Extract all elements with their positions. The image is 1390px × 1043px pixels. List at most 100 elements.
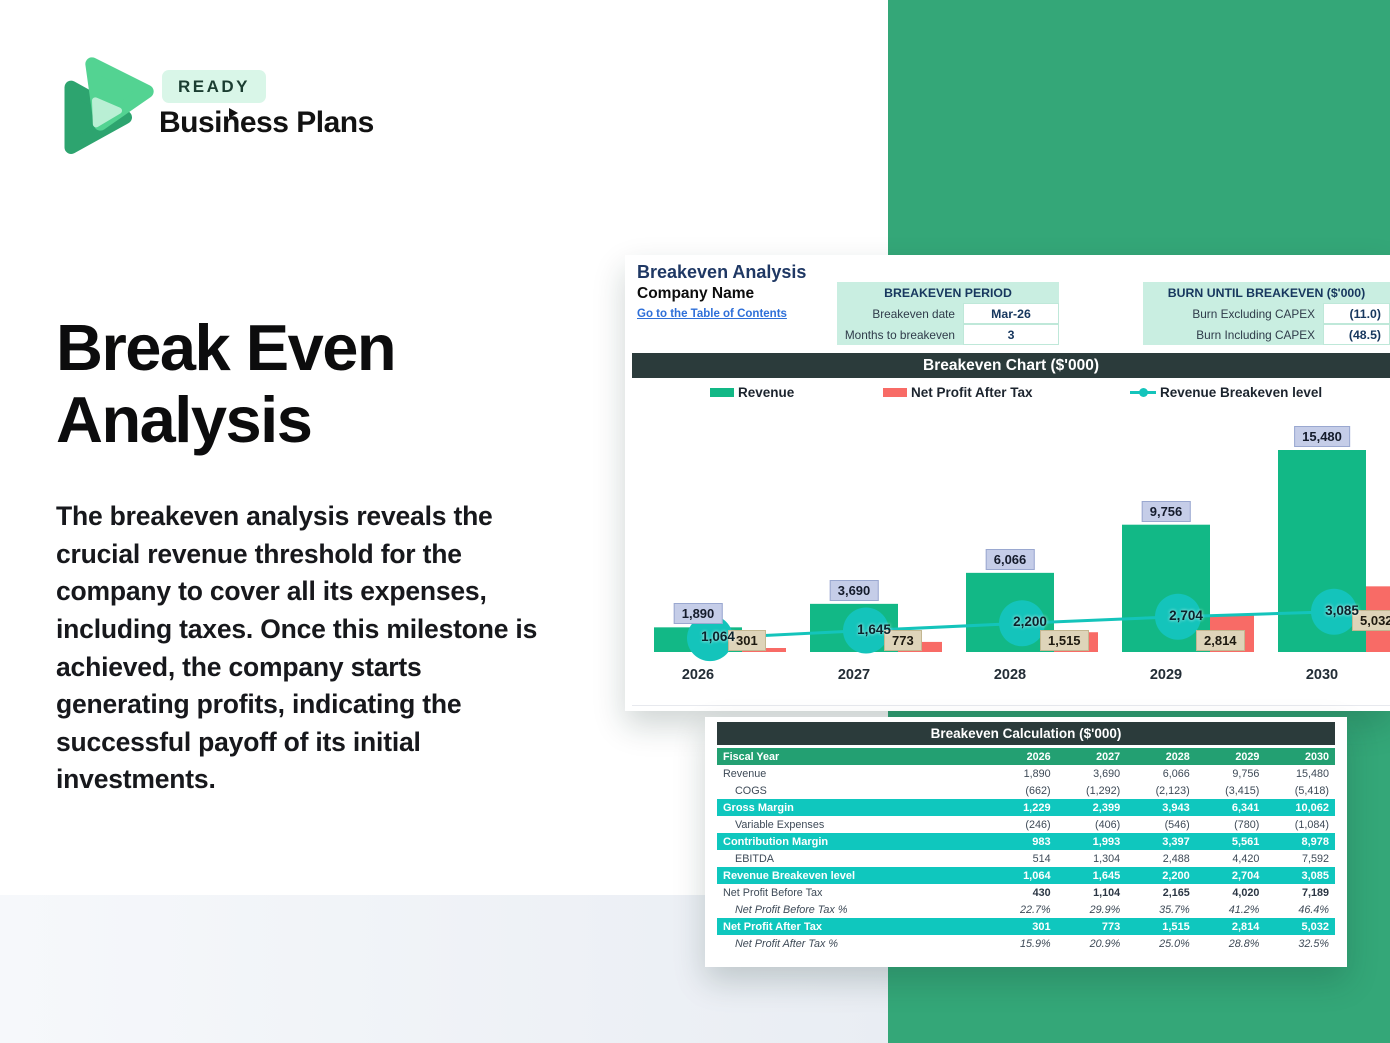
x-axis-year-label: 2029 [1149, 667, 1183, 683]
row-value: 773 [1056, 918, 1127, 935]
row-value: 2,399 [1056, 799, 1127, 816]
row-value: 20.9% [1089, 937, 1121, 950]
table-row: Variable Expenses (246) (406) (546) (780) (1,… [717, 816, 1335, 833]
x-axis-year-label: 2030 [1305, 667, 1339, 683]
revenue-value-label: 15,480 [1294, 426, 1350, 447]
revenue-bar [1122, 524, 1210, 652]
revenue-value-label: 9,756 [1141, 500, 1191, 522]
chart-bottom-divider [632, 705, 1390, 706]
breakeven-marker [999, 600, 1045, 647]
row-value: (3,415) [1225, 784, 1260, 797]
net-profit-value-label: 301 [728, 630, 766, 651]
net-profit-bar [866, 641, 942, 652]
table-row: Net Profit Before Tax 430 1,104 2,165 4,020 7… [717, 884, 1335, 901]
row-value: (780) [1234, 818, 1260, 831]
breakeven-date-value: Mar-26 [963, 303, 1059, 324]
row-label: Net Profit Before Tax [723, 886, 823, 899]
row-label: Net Profit After Tax [717, 918, 987, 935]
breakeven-period-table: BREAKEVEN PERIOD Breakeven date Mar-26 M… [837, 282, 1059, 345]
net-profit-bar [710, 648, 786, 652]
row-value: 2,704 [1195, 867, 1266, 884]
row-value: 1,104 [1093, 886, 1121, 899]
sheet-title: Breakeven Analysis [637, 262, 807, 282]
breakeven-line-marker-icon [1130, 387, 1156, 397]
legend-item-revenue: Revenue [710, 383, 794, 401]
row-value: 3,943 [1126, 799, 1196, 816]
table-row: EBITDA 514 1,304 2,488 4,420 7,592 [717, 850, 1335, 867]
i-dot-play-icon [229, 108, 238, 118]
net-profit-value-label: 2,814 [1196, 630, 1245, 651]
row-value: 25.0% [1159, 937, 1190, 950]
table-of-contents-link[interactable]: Go to the Table of Contents [637, 308, 787, 320]
row-value: 22.7% [1019, 903, 1051, 916]
breakeven-marker [1311, 588, 1357, 635]
row-value: 2,200 [1126, 867, 1196, 884]
row-value: (546) [1164, 818, 1190, 831]
x-axis-year-label: 2028 [993, 667, 1027, 683]
row-value: (5,418) [1294, 784, 1329, 797]
period-row-label: Months to breakeven [837, 324, 963, 345]
breakeven-value-label: 1,645 [857, 621, 891, 637]
table-row: Contribution Margin 983 1,993 3,397 5,561 8,9… [717, 833, 1335, 850]
row-value: 301 [987, 918, 1057, 935]
row-value: 1,890 [1023, 767, 1051, 780]
row-value: (246) [1025, 818, 1051, 831]
row-label: COGS [735, 784, 767, 797]
row-value: 9,756 [1232, 767, 1260, 780]
breakeven-sheet-panel: Breakeven Analysis Company Name Go to th… [625, 255, 1390, 711]
row-value: 28.8% [1228, 937, 1260, 950]
revenue-bar [654, 627, 742, 652]
year-header-cell: 2028 [1126, 748, 1196, 765]
breakeven-marker [687, 615, 733, 662]
row-value: 8,978 [1265, 833, 1335, 850]
revenue-bar [1278, 450, 1366, 652]
breakeven-value-label: 2,704 [1169, 607, 1203, 623]
row-value: (1,292) [1085, 784, 1121, 797]
row-value: 2,488 [1162, 852, 1190, 865]
row-value: 1,645 [1056, 867, 1127, 884]
row-value: 2,165 [1162, 886, 1190, 899]
row-label: Net Profit After Tax % [735, 937, 839, 950]
row-value: 6,341 [1195, 799, 1266, 816]
months-to-breakeven-value: 3 [963, 324, 1059, 345]
revenue-value-label: 6,066 [985, 548, 1035, 570]
net-profit-bar [1022, 632, 1098, 652]
row-value: 430 [1032, 886, 1051, 899]
year-header-cell: 2029 [1195, 748, 1266, 765]
row-value: 5,561 [1195, 833, 1266, 850]
row-value: 5,032 [1265, 918, 1335, 935]
row-value: 10,062 [1265, 799, 1335, 816]
row-value: 6,066 [1162, 767, 1190, 780]
row-value: 3,397 [1126, 833, 1196, 850]
table-row: COGS (662) (1,292) (2,123) (3,415) (5,418) [717, 782, 1335, 799]
row-value: 7,189 [1301, 886, 1329, 899]
row-value: 514 [1032, 852, 1051, 865]
legend-item-net-profit: Net Profit After Tax [883, 383, 1033, 401]
row-value: 15,480 [1295, 767, 1329, 780]
ready-badge: READY [162, 70, 267, 103]
table-row: Gross Margin 1,229 2,399 3,943 6,341 10,062 [717, 799, 1335, 816]
page-description: The breakeven analysis reveals the cruci… [56, 501, 538, 795]
period-table-header: BREAKEVEN PERIOD [837, 282, 1059, 303]
calc-table-title: Breakeven Calculation ($'000) [717, 722, 1335, 745]
burn-including-capex-value: (48.5) [1323, 324, 1390, 345]
row-value: 29.9% [1089, 903, 1121, 916]
breakeven-line [709, 610, 1335, 640]
row-value: 1,993 [1056, 833, 1127, 850]
row-value: (662) [1025, 784, 1051, 797]
revenue-swatch-icon [710, 387, 734, 397]
year-header-cell: 2027 [1056, 748, 1127, 765]
burn-table-header: BURN UNTIL BREAKEVEN ($'000) [1143, 282, 1390, 303]
row-value: 983 [987, 833, 1057, 850]
row-value: 35.7% [1159, 903, 1190, 916]
breakeven-value-label: 2,200 [1013, 614, 1047, 630]
year-header-cell: 2026 [987, 748, 1057, 765]
revenue-bar [810, 603, 898, 652]
revenue-value-label: 3,690 [829, 579, 879, 601]
legend-item-breakeven-level: Revenue Breakeven level [1130, 383, 1322, 401]
row-value: 2,814 [1195, 918, 1266, 935]
row-value: 1,515 [1126, 918, 1196, 935]
net-profit-value-label: 773 [884, 630, 922, 651]
row-value: 1,229 [987, 799, 1057, 816]
